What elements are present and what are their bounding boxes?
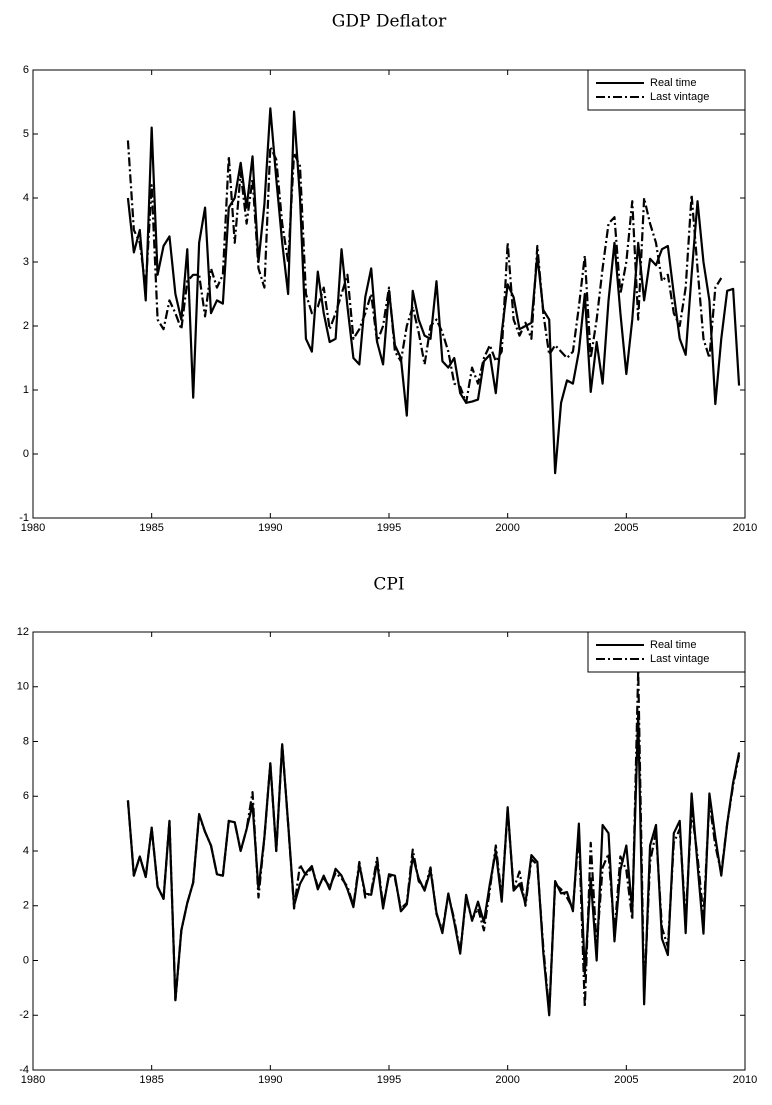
x-tick-label: 1995: [377, 1074, 401, 1086]
x-tick-label: 2010: [733, 522, 757, 534]
y-tick-label: 8: [23, 735, 29, 747]
y-tick-label: 2: [23, 320, 29, 332]
chart-title: GDP Deflator: [332, 12, 447, 32]
legend-box: [587, 631, 746, 673]
y-tick-label: 12: [17, 626, 29, 638]
series-line: [126, 713, 741, 1017]
series-line: [126, 669, 741, 1014]
axes-box: [32, 69, 746, 519]
legend-box: [587, 69, 746, 111]
legend-label: Real time: [650, 77, 696, 89]
y-tick-label: 0: [23, 954, 29, 966]
x-tick-label: 2000: [495, 522, 519, 534]
axes-box: [32, 631, 746, 1071]
y-tick-label: 0: [23, 448, 29, 460]
plot: CPI 1980 1985 1990 1995 2000 2005 2010 -4 -2 0 2 4 6 8…: [17, 575, 757, 1086]
legend-label: Last vintage: [650, 91, 709, 103]
x-tick-label: 1990: [258, 1074, 282, 1086]
y-tick-label: 10: [17, 681, 29, 693]
y-tick-label: -4: [19, 1064, 29, 1076]
series-line: [126, 140, 723, 404]
y-tick-label: 4: [23, 192, 29, 204]
x-tick-label: 2010: [733, 1074, 757, 1086]
chart-title: CPI: [373, 575, 404, 595]
plot: GDP Deflator 1980 1985 1990 1995 2000 2005 2010…: [19, 12, 757, 534]
x-tick-label: 2000: [495, 1074, 519, 1086]
legend-label: Real time: [650, 639, 696, 651]
y-tick-label: 5: [23, 128, 29, 140]
y-tick-label: 3: [23, 256, 29, 268]
x-tick-label: 1980: [21, 1074, 45, 1086]
y-tick-label: 6: [23, 64, 29, 76]
x-tick-label: 2005: [614, 1074, 638, 1086]
x-tick-label: 1995: [377, 522, 401, 534]
y-tick-label: -2: [19, 1009, 29, 1021]
x-tick-label: 2005: [614, 522, 638, 534]
legend-label: Last vintage: [650, 653, 709, 665]
x-tick-label: 1990: [258, 522, 282, 534]
y-tick-label: 6: [23, 790, 29, 802]
x-tick-label: 1980: [21, 522, 45, 534]
y-tick-label: -1: [19, 512, 29, 524]
y-tick-label: 2: [23, 900, 29, 912]
x-tick-label: 1985: [139, 522, 163, 534]
series-line: [126, 107, 741, 475]
y-tick-label: 4: [23, 845, 29, 857]
y-tick-label: 1: [23, 384, 29, 396]
x-tick-label: 1985: [139, 1074, 163, 1086]
